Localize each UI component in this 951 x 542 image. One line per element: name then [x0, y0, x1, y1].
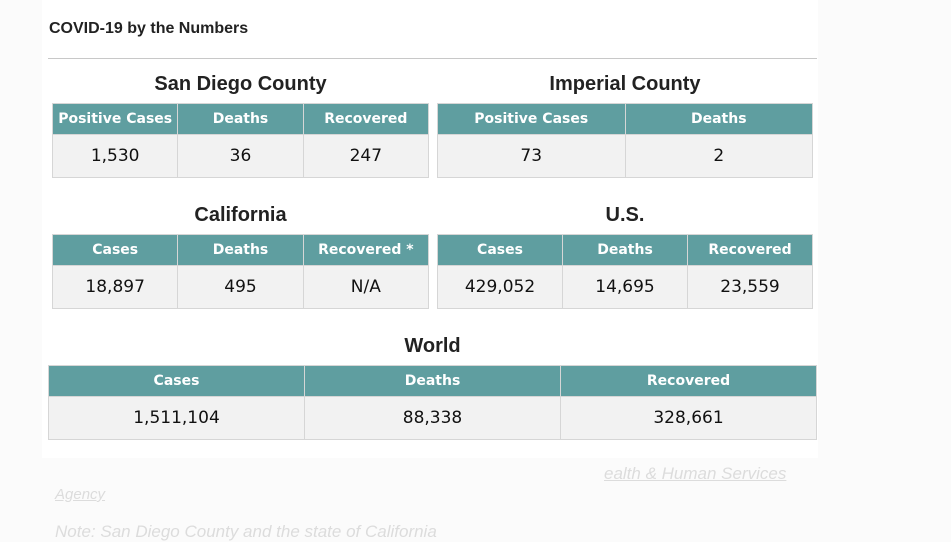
table-header-row: Cases Deaths Recovered	[48, 365, 817, 397]
stat-value: 328,661	[560, 396, 817, 440]
world-block: World Cases Deaths Recovered 1,511,104 8…	[48, 331, 817, 440]
column-header: Deaths	[177, 103, 304, 135]
world-title: World	[404, 335, 461, 357]
column-header: Recovered	[687, 234, 813, 266]
table-header-row: Positive Cases Deaths	[437, 103, 813, 135]
background-agency-text[interactable]: Agency	[55, 486, 106, 503]
california-title: California	[194, 204, 287, 226]
stat-value: N/A	[302, 265, 430, 309]
stat-value: 73	[437, 134, 626, 178]
imperial-title: Imperial County	[549, 73, 701, 95]
column-header: Deaths	[562, 234, 688, 266]
table-row: 1,511,104 88,338 328,661	[48, 396, 817, 440]
us-title: U.S.	[605, 204, 645, 226]
column-header: Deaths	[177, 234, 304, 266]
table-row: 18,897 495 N/A	[51, 265, 430, 309]
column-header: Cases	[48, 365, 305, 397]
stat-value: 1,511,104	[48, 396, 305, 440]
stat-value: 2	[624, 134, 813, 178]
us-table: Cases Deaths Recovered 429,052 14,695 23…	[437, 234, 813, 309]
divider	[48, 58, 817, 59]
background-note-text: Note: San Diego County and the state of …	[55, 522, 437, 541]
table-row: 1,530 36 247	[51, 134, 430, 178]
column-header: Cases	[51, 234, 179, 266]
stat-value: 1,530	[51, 134, 179, 178]
table-header-row: Positive Cases Deaths Recovered	[51, 103, 430, 135]
imperial-block: Imperial County Positive Cases Deaths 73…	[437, 69, 813, 178]
table-header-row: Cases Deaths Recovered	[437, 234, 813, 266]
background-link-text[interactable]: ealth & Human Services	[604, 464, 787, 483]
column-header: Recovered *	[302, 234, 430, 266]
california-table: Cases Deaths Recovered * 18,897 495 N/A	[51, 234, 430, 309]
stat-value: 36	[177, 134, 304, 178]
stat-value: 23,559	[687, 265, 813, 309]
california-block: California Cases Deaths Recovered * 18,8…	[51, 200, 430, 309]
stat-value: 429,052	[437, 265, 563, 309]
column-header: Positive Cases	[437, 103, 626, 135]
stat-value: 18,897	[51, 265, 179, 309]
stat-value: 88,338	[304, 396, 561, 440]
column-header: Recovered	[560, 365, 817, 397]
column-header: Positive Cases	[51, 103, 179, 135]
column-header: Cases	[437, 234, 563, 266]
san-diego-title: San Diego County	[154, 73, 327, 95]
table-row: 73 2	[437, 134, 813, 178]
column-header: Recovered	[302, 103, 430, 135]
san-diego-table: Positive Cases Deaths Recovered 1,530 36…	[51, 103, 430, 178]
imperial-table: Positive Cases Deaths 73 2	[437, 103, 813, 178]
stat-value: 247	[302, 134, 430, 178]
table-header-row: Cases Deaths Recovered *	[51, 234, 430, 266]
stat-value: 14,695	[562, 265, 688, 309]
table-row: 429,052 14,695 23,559	[437, 265, 813, 309]
page-title: COVID-19 by the Numbers	[49, 20, 249, 37]
column-header: Deaths	[624, 103, 813, 135]
san-diego-block: San Diego County Positive Cases Deaths R…	[51, 69, 430, 178]
column-header: Deaths	[304, 365, 561, 397]
world-table: Cases Deaths Recovered 1,511,104 88,338 …	[48, 365, 817, 440]
stat-value: 495	[177, 265, 304, 309]
us-block: U.S. Cases Deaths Recovered 429,052 14,6…	[437, 200, 813, 309]
